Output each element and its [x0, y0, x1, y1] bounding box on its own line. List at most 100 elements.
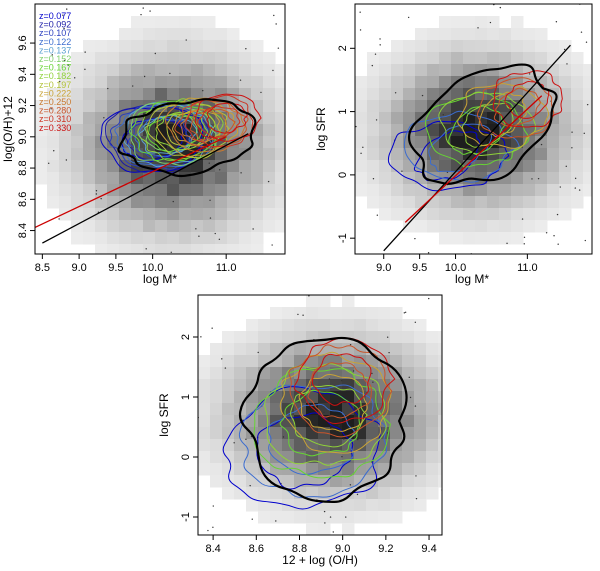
y-tick-label: -1	[337, 233, 349, 243]
density-cell	[487, 16, 500, 29]
density-cell	[438, 355, 442, 368]
density-cell	[390, 403, 403, 416]
sample-point	[208, 162, 210, 164]
density-cell	[426, 379, 439, 392]
density-cell	[451, 52, 464, 65]
density-cell	[390, 463, 403, 476]
density-cell	[83, 172, 96, 185]
density-cell	[179, 220, 192, 233]
density-cell	[571, 64, 584, 77]
density-cell	[131, 232, 144, 245]
density-cell	[95, 172, 108, 185]
contour-line	[130, 103, 217, 166]
density-cell	[71, 136, 84, 149]
sample-point	[143, 75, 146, 78]
density-cell	[107, 172, 120, 185]
density-cell	[210, 475, 223, 488]
density-cell	[155, 40, 168, 53]
density-cell	[275, 124, 285, 137]
legend-entry: z=0.250	[39, 97, 71, 107]
sample-point	[211, 327, 213, 329]
legend-entry: z=0.137	[39, 45, 71, 55]
density-cell	[179, 232, 192, 245]
density-cell	[499, 196, 512, 209]
density-cell	[402, 415, 415, 428]
density-cell	[47, 196, 60, 209]
density-cell	[403, 40, 416, 53]
density-cell	[547, 40, 560, 53]
density-cell	[246, 463, 259, 476]
sample-point	[154, 52, 157, 55]
density-cell	[234, 343, 247, 356]
contour-line	[238, 336, 408, 504]
sample-point	[545, 232, 548, 234]
density-cell	[583, 64, 592, 77]
density-cell	[583, 160, 592, 173]
density-cell	[523, 220, 536, 233]
density-cell	[119, 208, 132, 221]
density-cell	[131, 244, 144, 254]
density-cell	[258, 487, 271, 500]
density-cell	[203, 28, 216, 41]
density-cell	[463, 28, 476, 41]
y-tick-label: 8.4	[17, 223, 29, 238]
density-cell	[131, 16, 144, 29]
density-cell	[143, 208, 156, 221]
density-cell	[330, 403, 343, 416]
density-cell	[59, 136, 72, 149]
sample-point	[53, 150, 55, 152]
density-cell	[275, 88, 285, 101]
density-cell	[403, 184, 416, 197]
sample-point	[372, 381, 374, 383]
density-cell	[234, 463, 247, 476]
density-cell	[367, 88, 380, 101]
sample-point	[66, 8, 68, 10]
density-cell	[143, 16, 156, 29]
density-cell	[367, 148, 380, 161]
density-cell	[559, 148, 572, 161]
density-cell	[83, 124, 96, 137]
x-tick-label: 10.0	[142, 262, 163, 274]
density-cell	[239, 184, 252, 197]
density-cell	[239, 40, 252, 53]
density-cell	[426, 463, 439, 476]
density-cell	[215, 40, 228, 53]
density-cell	[95, 148, 108, 161]
sample-point	[65, 159, 68, 161]
density-cell	[306, 487, 319, 500]
sample-point	[51, 54, 53, 56]
density-cell	[426, 367, 439, 380]
sample-point	[362, 146, 364, 149]
density-cell	[438, 415, 442, 428]
density-cell	[191, 220, 204, 233]
density-cell	[294, 331, 307, 344]
density-cell	[227, 220, 240, 233]
x-axis-ticks: 9.0 9.5 10.0 11.0	[376, 254, 538, 274]
density-cell	[107, 40, 120, 53]
density-cell	[438, 403, 442, 416]
density-cell	[246, 355, 259, 368]
sample-point	[47, 162, 50, 165]
x-tick-label: 8.4	[205, 543, 220, 555]
density-cell	[191, 76, 204, 89]
density-cell	[414, 415, 427, 428]
density-cell	[210, 415, 223, 428]
density-cell	[415, 124, 428, 137]
density-cell	[391, 76, 404, 89]
density-cell	[179, 28, 192, 41]
density-cell	[463, 220, 476, 233]
sample-point	[528, 73, 531, 75]
density-cell	[367, 76, 380, 89]
density-cell	[355, 76, 368, 89]
sample-point	[275, 520, 277, 522]
density-cell	[390, 499, 403, 512]
sample-point	[67, 64, 69, 66]
density-cell	[463, 16, 476, 29]
density-cell	[342, 511, 355, 524]
density-cell	[523, 40, 536, 53]
density-cell	[198, 415, 211, 428]
density-cell	[426, 439, 439, 452]
density-cell	[263, 196, 276, 209]
density-cell	[59, 184, 72, 197]
